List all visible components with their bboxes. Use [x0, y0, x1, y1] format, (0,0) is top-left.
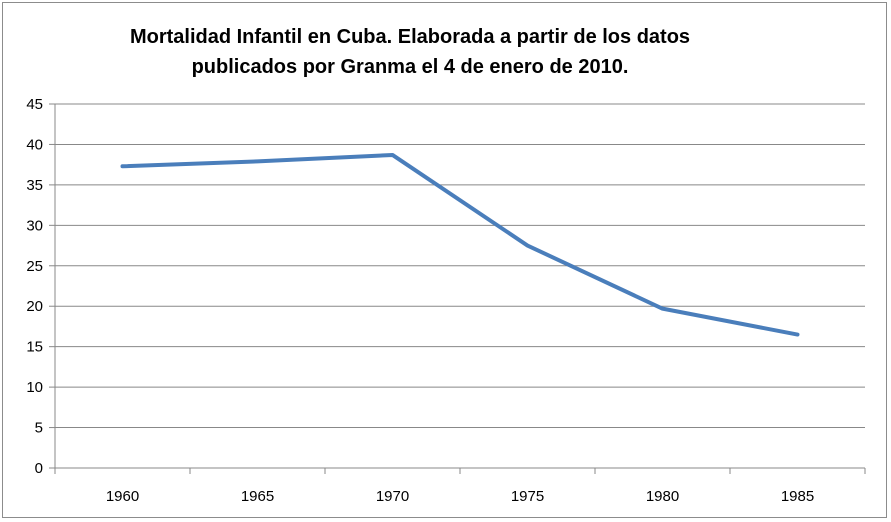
y-tick-label: 15 — [26, 339, 43, 356]
x-tick-label: 1985 — [781, 488, 814, 505]
x-axis-tick-labels: 1960 1965 1970 1975 1980 1985 — [106, 488, 814, 505]
chart-title-line-1: Mortalidad Infantil en Cuba. Elaborada a… — [129, 26, 691, 48]
gridlines — [49, 103, 865, 469]
y-axis-tick-labels: 0 5 10 15 20 25 30 35 40 45 — [26, 96, 43, 477]
y-tick-label: 0 — [35, 460, 43, 477]
series-line — [120, 152, 800, 337]
chart-title-line-2: publicados por Granma el 4 de enero de 2… — [191, 56, 629, 78]
x-tick-label: 1965 — [241, 488, 274, 505]
x-tick-label: 1980 — [646, 488, 679, 505]
axes — [54, 104, 866, 474]
x-tick-label: 1970 — [376, 488, 409, 505]
y-tick-label: 40 — [26, 136, 43, 153]
chart-title: Mortalidad Infantil en Cuba. Elaborada a… — [0, 22, 820, 82]
series-group — [120, 152, 800, 337]
y-tick-label: 20 — [26, 298, 43, 315]
y-tick-label: 35 — [26, 177, 43, 194]
y-tick-label: 25 — [26, 258, 43, 275]
y-tick-label: 5 — [35, 420, 43, 437]
y-tick-label: 30 — [26, 217, 43, 234]
x-tick-label: 1960 — [106, 488, 139, 505]
y-tick-label: 10 — [26, 379, 43, 396]
y-tick-label: 45 — [26, 96, 43, 113]
x-tick-label: 1975 — [511, 488, 544, 505]
